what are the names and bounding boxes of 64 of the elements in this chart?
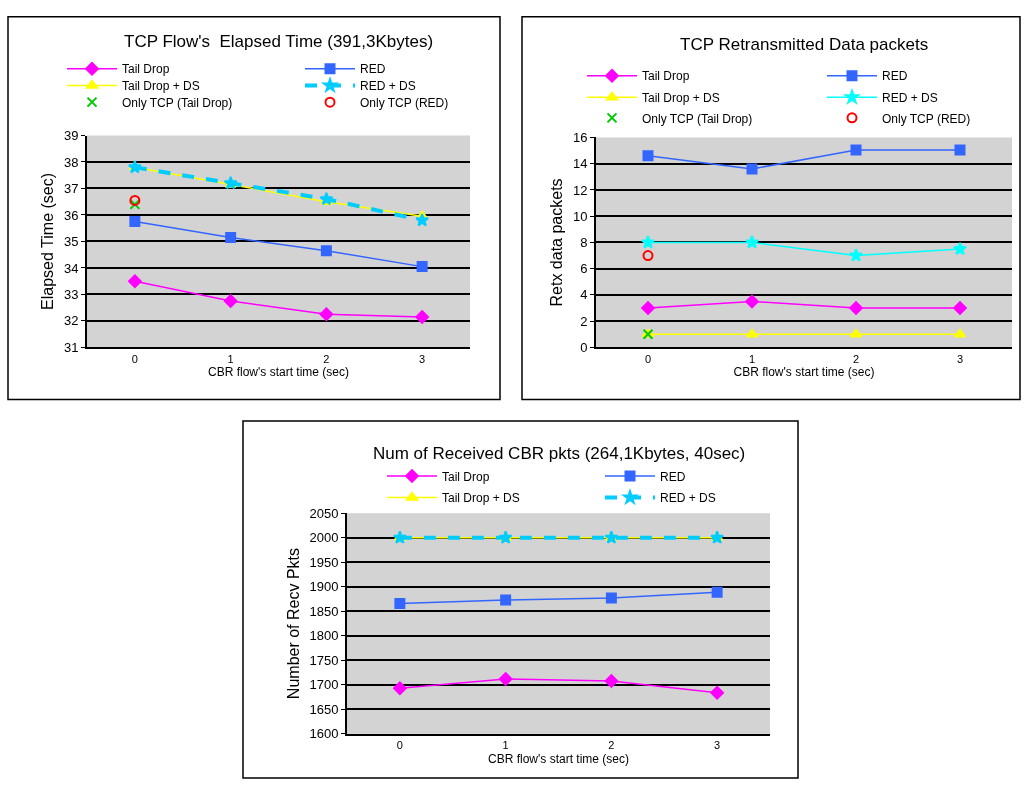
y-tick-label: 0: [580, 339, 588, 355]
x-tick-label: 1: [502, 739, 509, 752]
y-axis-title: Elapsed Time (sec): [39, 172, 57, 310]
x-tick-label: 1: [227, 352, 234, 365]
legend-label: Tail Drop + DS: [122, 79, 200, 94]
legend-label: Tail Drop + DS: [642, 90, 720, 105]
y-tick-label: 16: [572, 130, 588, 146]
y-tick-label: 37: [63, 181, 79, 197]
y-tick-label: 1900: [309, 579, 339, 595]
y-tick-label: 1600: [309, 726, 339, 742]
y-tick-label: 32: [63, 313, 79, 329]
legend-label: Tail Drop: [442, 469, 490, 484]
legend-label: RED + DS: [660, 491, 716, 506]
y-tick-label: 2: [580, 313, 588, 329]
y-tick-label: 10: [572, 208, 588, 224]
y-tick-label: 39: [63, 128, 79, 144]
y-tick-label: 38: [63, 154, 79, 170]
y-tick-label: 1800: [309, 628, 339, 644]
legend-label: RED: [660, 469, 686, 484]
x-axis-title: CBR flow's start time (sec): [733, 365, 875, 379]
chart-title: TCP Retransmitted Data packets: [680, 35, 929, 54]
y-tick-label: 1700: [309, 677, 339, 693]
legend-label: Only TCP (RED): [360, 95, 449, 110]
x-tick-label: 3: [956, 352, 964, 365]
y-tick-label: 35: [63, 234, 79, 250]
y-tick-label: 1650: [309, 701, 339, 717]
chart-title: Num of Received CBR pkts (264,1Kbytes, 40sec): [373, 444, 746, 463]
y-tick-label: 33: [63, 286, 79, 302]
y-tick-label: 2050: [309, 505, 339, 521]
legend-label: Only TCP (Tail Drop): [642, 111, 753, 126]
legend-label: RED + DS: [882, 90, 938, 105]
y-tick-label: 1750: [309, 652, 339, 668]
x-tick-label: 0: [644, 352, 652, 365]
y-tick-label: 8: [580, 234, 588, 250]
legend-label: RED + DS: [360, 79, 416, 94]
y-axis-title: Number of Recv Pkts: [284, 547, 302, 700]
x-tick-label: 2: [852, 352, 860, 365]
x-tick-label: 3: [714, 739, 721, 752]
legend-label: Tail Drop + DS: [442, 491, 520, 506]
x-tick-label: 2: [608, 739, 615, 752]
y-tick-label: 36: [63, 207, 79, 223]
y-tick-label: 1950: [309, 554, 339, 570]
y-axis-title: Retx data packets: [548, 178, 566, 307]
x-tick-label: 1: [748, 352, 756, 365]
legend-label: RED: [360, 62, 386, 77]
chart-title: TCP Flow's Elapsed Time (391,3Kbytes): [124, 32, 434, 51]
x-tick-label: 0: [131, 352, 138, 365]
legend-label: Only TCP (Tail Drop): [122, 95, 233, 110]
y-tick-label: 6: [580, 261, 588, 277]
legend-label: RED: [882, 69, 908, 84]
y-tick-label: 1850: [309, 603, 339, 619]
legend-label: Tail Drop: [122, 62, 170, 77]
y-tick-label: 4: [580, 287, 588, 303]
x-tick-label: 0: [396, 739, 403, 752]
y-tick-label: 14: [572, 156, 588, 172]
x-axis-title: CBR flow's start time (sec): [488, 751, 629, 766]
y-tick-label: 12: [572, 182, 588, 198]
y-tick-label: 31: [63, 339, 79, 355]
legend-label: Tail Drop: [642, 69, 690, 84]
x-axis-title: CBR flow's start time (sec): [208, 365, 349, 379]
x-tick-label: 3: [419, 352, 426, 365]
y-tick-label: 2000: [309, 530, 339, 546]
y-tick-label: 34: [63, 260, 79, 276]
legend-label: Only TCP (RED): [882, 111, 971, 126]
